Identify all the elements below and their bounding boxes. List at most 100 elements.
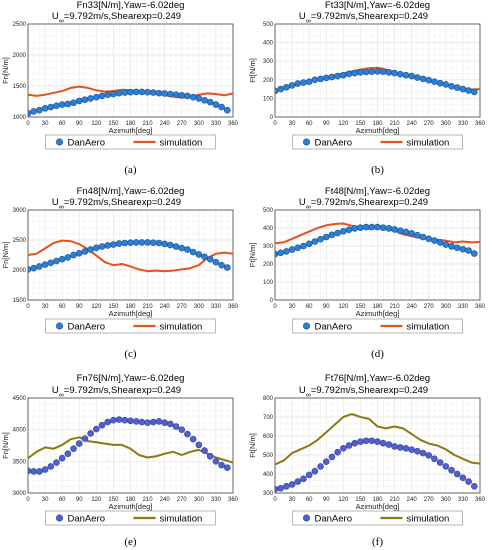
y-tick-label: 1500 bbox=[13, 84, 27, 90]
y-tick-label: 2500 bbox=[13, 238, 27, 244]
data-point-danaero bbox=[431, 237, 438, 244]
data-point-danaero bbox=[368, 437, 376, 445]
data-point-danaero bbox=[189, 435, 197, 443]
data-point-danaero bbox=[206, 98, 214, 106]
chart-subtitle: U∞=9.792m/s,Shearexp=0.249 bbox=[299, 197, 428, 211]
data-point-danaero bbox=[357, 438, 364, 446]
x-tick-label: 270 bbox=[177, 121, 188, 127]
data-point-danaero bbox=[340, 71, 347, 79]
legend-marker-danaero bbox=[302, 138, 310, 146]
panel-caption: (b) bbox=[371, 164, 384, 176]
x-tick-label: 0 bbox=[26, 304, 30, 310]
x-tick-label: 30 bbox=[289, 121, 296, 127]
legend: DanAero simulation bbox=[45, 134, 216, 150]
data-point-danaero bbox=[396, 444, 404, 451]
data-point-danaero bbox=[311, 238, 319, 245]
data-point-danaero bbox=[368, 68, 376, 75]
legend-label-danaero: DanAero bbox=[68, 138, 106, 149]
y-tick-label: 4000 bbox=[13, 428, 27, 434]
x-tick-label: 60 bbox=[59, 121, 66, 127]
data-point-danaero bbox=[459, 474, 467, 482]
series-danaero bbox=[28, 239, 231, 273]
y-tick-label: 200 bbox=[263, 262, 274, 268]
series-line-simulation bbox=[28, 436, 233, 464]
y-tick-label: 2000 bbox=[13, 53, 27, 59]
data-point-danaero bbox=[64, 254, 72, 261]
data-point-danaero bbox=[414, 447, 421, 455]
data-point-danaero bbox=[41, 105, 49, 112]
chart-subtitle: U∞=9.792m/s,Shearexp=0.249 bbox=[299, 11, 428, 25]
legend-label-danaero: DanAero bbox=[68, 322, 106, 333]
data-point-danaero bbox=[471, 88, 478, 96]
x-tick-label: 90 bbox=[76, 304, 83, 310]
data-point-danaero bbox=[93, 93, 100, 101]
data-point-danaero bbox=[408, 230, 415, 237]
chart-panel-f: Ft76[N/m],Yaw=-6.02degU∞=9.792m/s,Sheare… bbox=[248, 373, 486, 548]
series-danaero bbox=[275, 437, 478, 493]
data-point-danaero bbox=[161, 90, 168, 97]
data-point-danaero bbox=[362, 68, 370, 76]
data-point-danaero bbox=[47, 463, 55, 470]
data-point-danaero bbox=[345, 226, 353, 234]
data-point-danaero bbox=[64, 100, 72, 108]
y-tick-label: 1500 bbox=[13, 298, 27, 304]
data-point-danaero bbox=[311, 467, 319, 475]
x-tick-label: 150 bbox=[108, 304, 119, 310]
data-point-danaero bbox=[127, 239, 134, 246]
plot-frame bbox=[27, 23, 234, 118]
subtitle-rest: =9.792m/s,Shearexp=0.249 bbox=[311, 11, 428, 22]
data-point-danaero bbox=[385, 225, 393, 232]
data-point-danaero bbox=[288, 481, 296, 488]
data-point-danaero bbox=[328, 73, 336, 81]
y-tick-label: 0 bbox=[270, 115, 274, 121]
plot-frame bbox=[274, 23, 481, 118]
data-point-danaero bbox=[53, 459, 60, 466]
x-tick-label: 180 bbox=[125, 304, 136, 310]
data-point-danaero bbox=[328, 453, 336, 461]
legend-box bbox=[292, 134, 463, 150]
x-tick-label: 120 bbox=[91, 304, 102, 310]
data-point-danaero bbox=[138, 418, 146, 426]
series-line-simulation bbox=[275, 413, 480, 466]
x-tick-label: 210 bbox=[390, 121, 401, 127]
data-point-danaero bbox=[167, 241, 174, 249]
data-point-danaero bbox=[127, 88, 134, 96]
data-point-danaero bbox=[396, 70, 404, 78]
x-tick-label: 150 bbox=[108, 497, 119, 503]
x-tick-label: 300 bbox=[194, 497, 205, 503]
legend: DanAero simulation bbox=[292, 318, 463, 334]
x-tick-label: 270 bbox=[424, 304, 435, 310]
x-tick-label: 120 bbox=[91, 121, 102, 127]
data-point-danaero bbox=[224, 106, 231, 114]
chart-subtitle: U∞=9.792m/s,Shearexp=0.249 bbox=[299, 385, 428, 399]
data-point-danaero bbox=[98, 92, 106, 100]
data-point-danaero bbox=[471, 483, 478, 490]
x-tick-label: 240 bbox=[160, 121, 171, 127]
data-point-danaero bbox=[161, 240, 168, 248]
chart-title: Fn76[N/m],Yaw=-6.02deg bbox=[77, 373, 185, 384]
x-tick-label: 180 bbox=[125, 121, 136, 127]
y-tick-label: 200 bbox=[263, 78, 274, 84]
data-point-danaero bbox=[328, 231, 336, 239]
x-tick-label: 240 bbox=[407, 121, 418, 127]
x-tick-label: 90 bbox=[323, 304, 330, 310]
data-point-danaero bbox=[305, 471, 313, 479]
chart-panel-b: Ft33[N/m],Yaw=-6.02degU∞=9.792m/s,Sheare… bbox=[248, 0, 486, 176]
subtitle-infinity: ∞ bbox=[306, 392, 311, 399]
data-point-danaero bbox=[283, 248, 290, 255]
x-tick-label: 30 bbox=[289, 304, 296, 310]
x-tick-label: 60 bbox=[306, 304, 313, 310]
data-point-danaero bbox=[201, 253, 208, 261]
legend-box bbox=[45, 134, 216, 150]
data-point-danaero bbox=[357, 224, 364, 231]
data-point-danaero bbox=[465, 478, 472, 485]
data-point-danaero bbox=[305, 240, 313, 248]
data-point-danaero bbox=[362, 437, 370, 445]
data-point-danaero bbox=[81, 435, 89, 442]
legend-label-danaero: DanAero bbox=[68, 514, 106, 525]
data-point-danaero bbox=[442, 463, 450, 470]
x-tick-label: 360 bbox=[228, 497, 239, 503]
data-point-danaero bbox=[322, 458, 330, 465]
data-point-danaero bbox=[87, 95, 94, 102]
data-point-danaero bbox=[334, 448, 341, 456]
